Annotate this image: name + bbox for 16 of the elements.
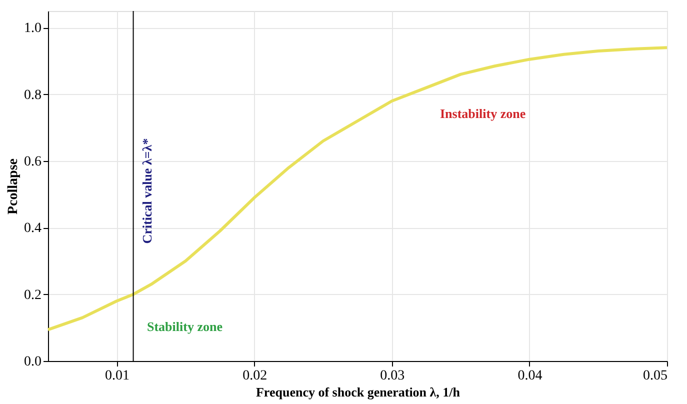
x-tick-label: 0.05: [643, 368, 668, 384]
annotation: Instability zone: [440, 106, 526, 121]
y-tick-label: 0.4: [24, 221, 42, 236]
y-tick-label: 0.6: [24, 154, 42, 170]
x-tick-label: 0.04: [518, 368, 542, 384]
x-tick-label: 0.02: [242, 368, 268, 384]
y-tick-label: 0.8: [24, 88, 42, 103]
annotation: Stability zone: [147, 319, 223, 334]
ref-line-label: Critical value λ=λ*: [139, 138, 154, 244]
y-tick-label: 1.0: [24, 21, 42, 36]
x-tick-label: 0.01: [105, 368, 130, 384]
y-axis-title: Pcollapse: [6, 158, 21, 214]
y-tick-label: 0.2: [24, 288, 42, 303]
x-axis-title: Frequency of shock generation λ, 1/h: [256, 384, 461, 400]
x-tick-label: 0.03: [380, 368, 405, 384]
y-tick-label: 0.0: [24, 354, 42, 370]
